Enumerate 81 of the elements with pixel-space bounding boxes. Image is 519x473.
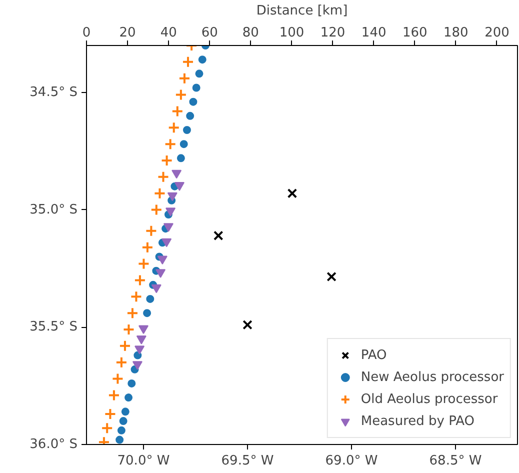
legend-label: New Aeolus processor (360, 370, 504, 384)
point (172, 170, 182, 179)
point (163, 223, 174, 232)
y-tick-label: 34.5° S (30, 84, 78, 100)
x-tick-label: 69.0° W (325, 454, 378, 468)
y-tick-label: 35.5° S (30, 320, 78, 335)
point (180, 140, 188, 148)
x2-tick-label: 120 (320, 26, 346, 40)
point (128, 379, 136, 388)
point (157, 256, 168, 265)
point (121, 408, 130, 416)
point (160, 154, 173, 167)
x2-tick-label: 160 (402, 26, 428, 40)
point (116, 436, 124, 444)
point (150, 204, 162, 216)
point (124, 394, 133, 402)
point (130, 290, 142, 303)
point (122, 323, 135, 336)
point (213, 230, 224, 240)
x2-tick-label: 200 (484, 26, 510, 40)
x2-tick-label: 60 (201, 26, 218, 40)
x-tick-label: 70.0° W (117, 454, 170, 468)
point (143, 309, 152, 318)
point (119, 417, 128, 426)
point (151, 284, 162, 294)
point (178, 72, 190, 84)
point (171, 105, 184, 118)
point (164, 138, 176, 150)
point (134, 346, 145, 354)
x2-axis-title: Distance [km] (256, 4, 348, 18)
point (134, 351, 142, 360)
y-tick-label: 36.0° S (30, 437, 78, 452)
legend-label: PAO (360, 348, 387, 362)
point (174, 182, 184, 191)
point (168, 122, 180, 134)
legend-label: Old Aeolus processor (360, 392, 498, 406)
point (192, 84, 200, 92)
point (162, 238, 172, 248)
legend-label: Measured by PAO (360, 414, 474, 428)
point (154, 187, 166, 200)
point (141, 241, 154, 254)
point (195, 70, 204, 78)
point (117, 426, 126, 434)
x2-tick-label: 100 (279, 26, 304, 40)
point (182, 126, 191, 134)
x-tick-label: 68.5° W (429, 454, 482, 468)
point (118, 340, 131, 352)
point (134, 274, 146, 286)
point (167, 192, 178, 202)
x-tick-label: 69.5° W (221, 454, 274, 468)
point (132, 361, 142, 370)
point (186, 112, 194, 120)
point (156, 269, 166, 278)
point (174, 88, 187, 101)
point (138, 258, 150, 270)
point (126, 307, 138, 320)
point (166, 208, 176, 216)
point (176, 154, 185, 162)
point (182, 56, 194, 68)
x2-tick-label: 40 (160, 26, 177, 40)
point (138, 325, 148, 334)
point (115, 356, 128, 368)
x2-tick-label: 180 (444, 26, 468, 40)
point (112, 372, 124, 385)
x2-tick-label: 0 (82, 26, 91, 40)
point (136, 336, 146, 344)
x2-tick-label: 20 (119, 26, 136, 40)
point (108, 389, 120, 402)
x2-tick-label: 80 (242, 26, 259, 40)
point (101, 422, 114, 434)
y-tick-label: 35.0° S (30, 202, 78, 218)
point (198, 56, 206, 64)
point (287, 188, 298, 198)
point (242, 320, 252, 330)
point (145, 224, 158, 237)
point (326, 272, 336, 282)
point (157, 170, 170, 183)
x2-tick-label: 140 (361, 26, 386, 40)
point (104, 408, 116, 420)
point (146, 294, 154, 303)
point (189, 98, 198, 106)
